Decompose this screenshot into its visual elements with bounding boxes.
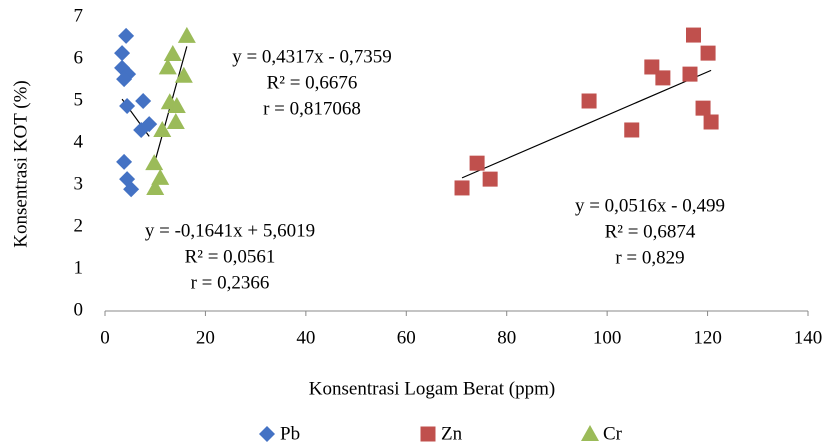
point xyxy=(153,120,172,137)
trendline-label: r = 0,817068 xyxy=(263,98,361,119)
y-tick-label: 6 xyxy=(74,47,84,68)
point xyxy=(141,116,158,133)
trendline-label: y = -0,1641x + 5,6019 xyxy=(145,220,315,241)
y-tick-label: 2 xyxy=(74,215,84,236)
point xyxy=(695,100,711,116)
legend-marker xyxy=(420,426,436,442)
y-tick-label: 7 xyxy=(74,5,84,26)
trendline xyxy=(461,69,712,179)
x-tick-label: 80 xyxy=(497,327,516,348)
trendline-label: R² = 0,6676 xyxy=(267,72,358,93)
y-tick-label: 1 xyxy=(74,257,84,278)
legend-marker xyxy=(581,425,599,441)
x-tick-label: 60 xyxy=(397,327,416,348)
point xyxy=(146,178,165,195)
point xyxy=(174,66,193,83)
trendline-label: R² = 0,0561 xyxy=(185,246,276,267)
point xyxy=(145,154,164,171)
point xyxy=(469,155,485,171)
point xyxy=(135,93,152,109)
legend-marker xyxy=(259,426,275,442)
x-tick-label: 20 xyxy=(196,327,215,348)
point xyxy=(177,26,196,43)
legend-label: Cr xyxy=(603,423,623,444)
point xyxy=(118,27,135,44)
trendline-label: R² = 0,6874 xyxy=(605,221,696,242)
point xyxy=(158,58,177,75)
legend-label: Pb xyxy=(280,423,300,444)
point xyxy=(482,171,498,187)
point xyxy=(114,45,131,62)
y-tick-label: 0 xyxy=(74,299,84,320)
point xyxy=(116,71,133,88)
point xyxy=(703,114,719,130)
x-tick-label: 40 xyxy=(296,327,315,348)
x-tick-label: 120 xyxy=(693,327,722,348)
point xyxy=(119,98,136,115)
point xyxy=(682,66,698,82)
point xyxy=(123,181,140,198)
y-axis-label: Konsentrasi KOT (%) xyxy=(10,80,31,247)
x-axis-label: Konsentrasi Logam Berat (ppm) xyxy=(309,378,555,399)
x-tick-label: 0 xyxy=(100,327,110,348)
point xyxy=(581,93,597,109)
y-tick-label: 3 xyxy=(74,173,84,194)
trendline-label: r = 0,829 xyxy=(615,247,684,268)
trendline-label: y = 0,0516x - 0,499 xyxy=(575,195,725,216)
point xyxy=(624,122,640,138)
y-tick-label: 5 xyxy=(74,89,84,110)
point xyxy=(686,27,702,43)
point xyxy=(163,44,182,61)
point xyxy=(167,97,186,114)
point xyxy=(116,153,133,170)
trendline-label: y = 0,4317x - 0,7359 xyxy=(232,46,392,67)
point xyxy=(166,113,185,129)
y-tick-label: 4 xyxy=(74,131,84,152)
point xyxy=(700,45,716,61)
legend-label: Zn xyxy=(441,423,463,444)
point xyxy=(655,70,671,86)
x-tick-label: 140 xyxy=(794,327,823,348)
x-tick-label: 100 xyxy=(593,327,622,348)
trendline-label: r = 0,2366 xyxy=(191,272,270,293)
point xyxy=(454,180,470,196)
